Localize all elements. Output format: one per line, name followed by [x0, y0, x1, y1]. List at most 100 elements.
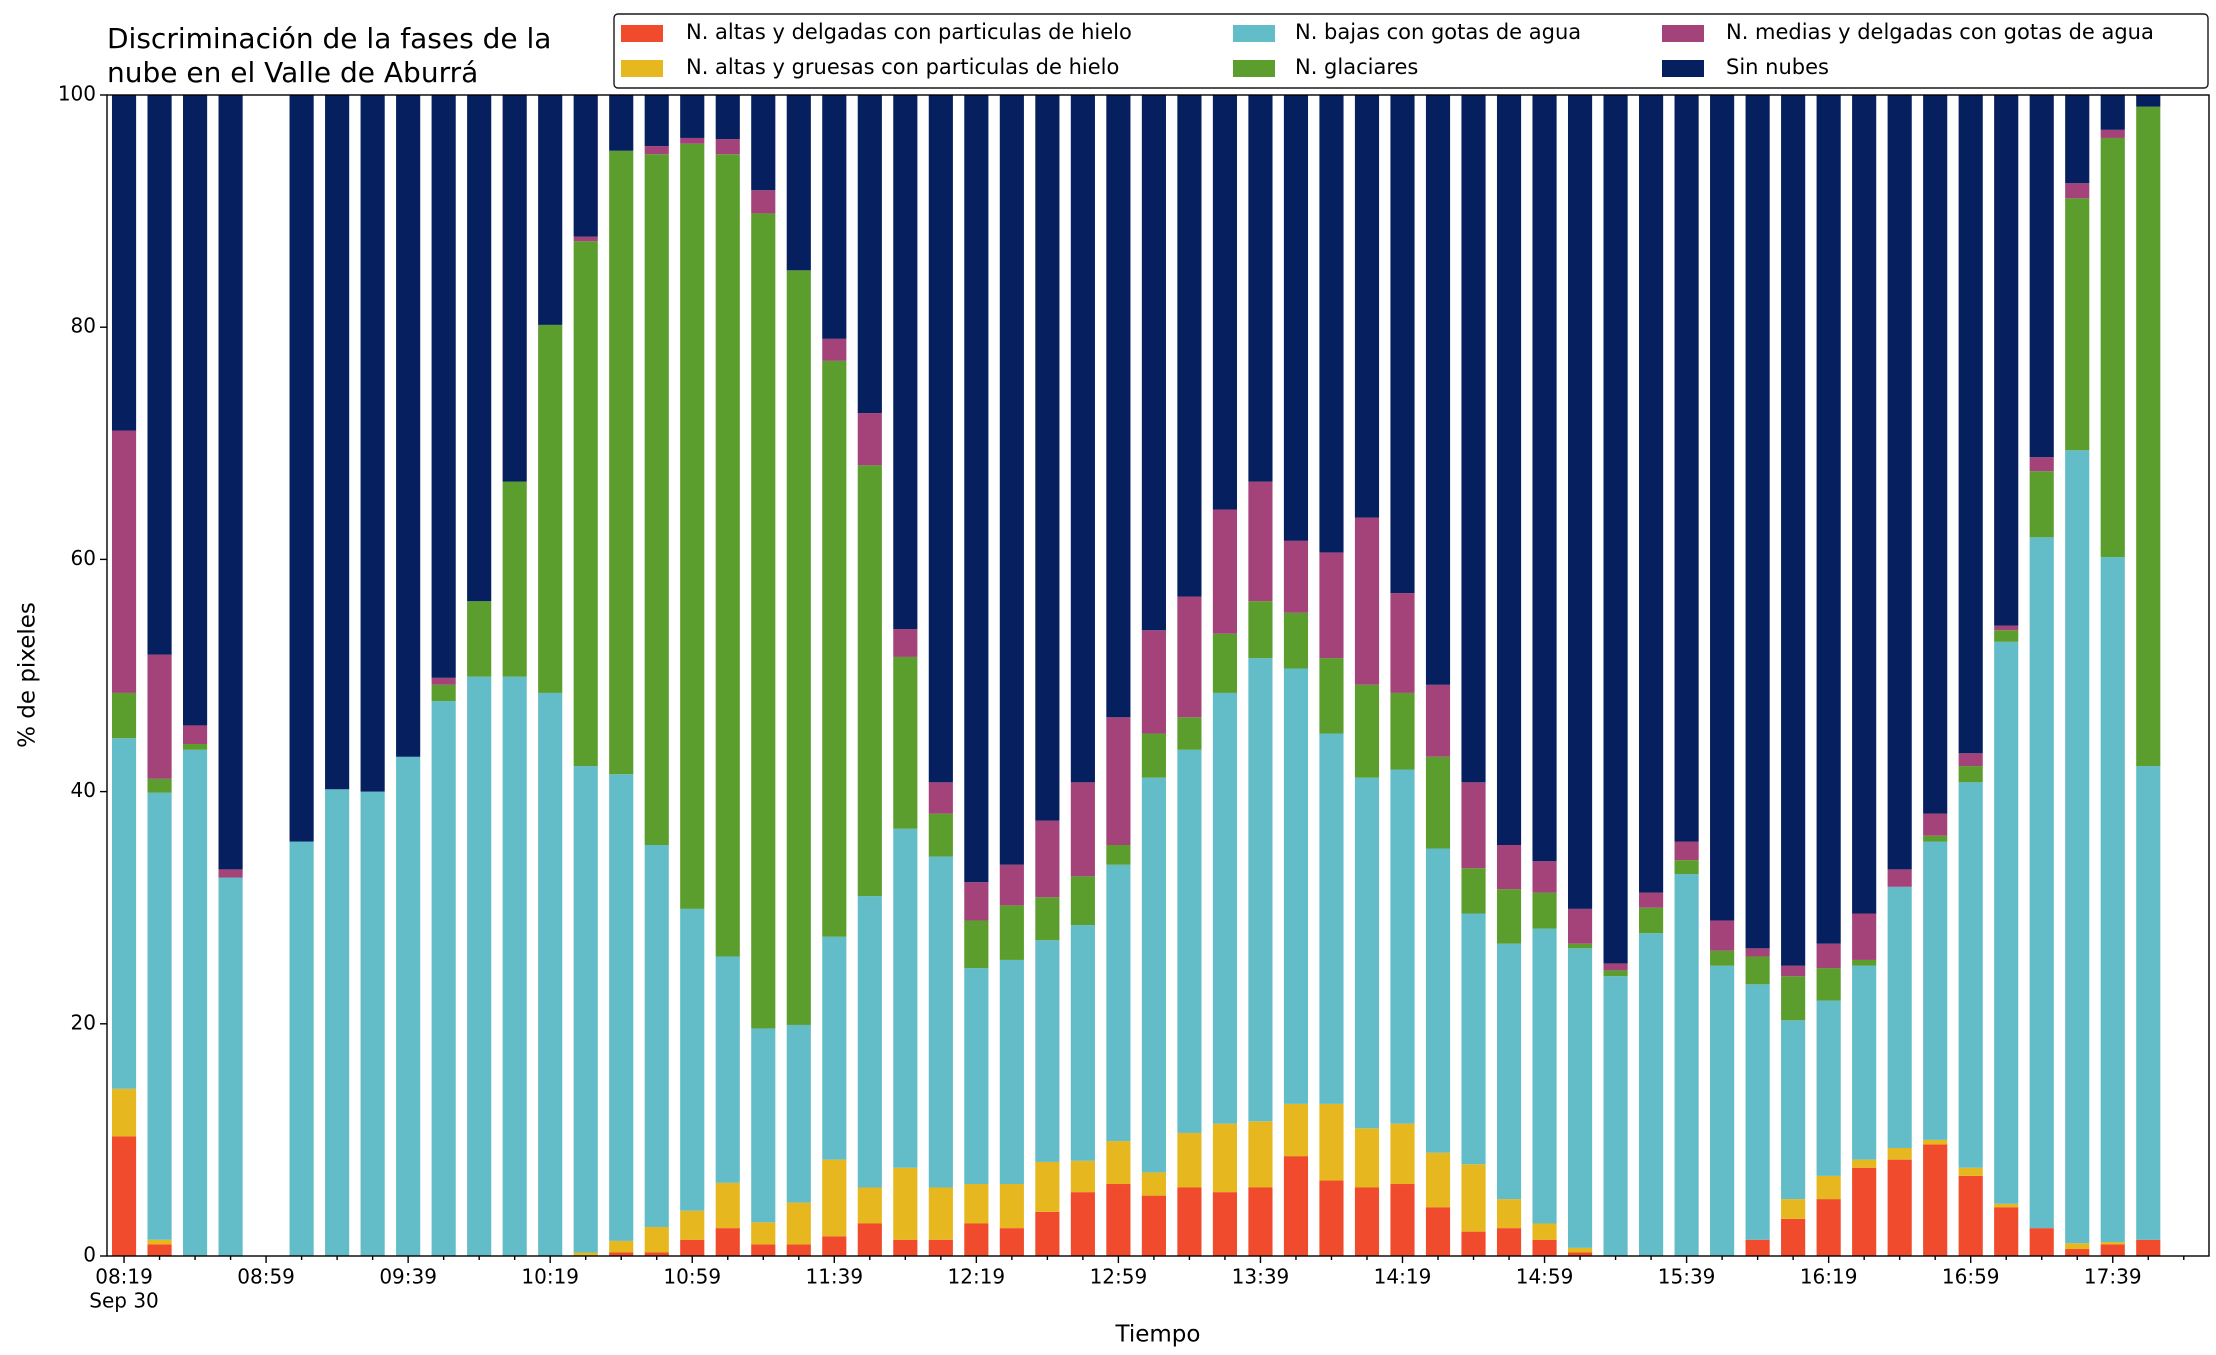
bar-segment — [1354, 517, 1380, 685]
bar-segment — [1141, 95, 1166, 631]
bar-segment — [1567, 943, 1593, 949]
bar-segment — [1319, 1103, 1344, 1181]
bar-segment — [1816, 1175, 1841, 1200]
bar-segment — [609, 774, 634, 1241]
bar-segment — [1781, 976, 1806, 1021]
bar-segment — [2029, 1228, 2054, 1256]
x-axis-label: Tiempo — [1115, 1322, 1201, 1348]
bar-segment — [1532, 928, 1557, 1224]
bar-segment — [1461, 913, 1486, 1165]
bar-segment — [1319, 552, 1344, 659]
bar-segment — [2136, 1239, 2161, 1256]
bar-segment — [2029, 537, 2054, 1229]
bar-segment — [1923, 841, 1948, 1140]
bar-segment — [680, 137, 705, 144]
bar-segment — [964, 920, 989, 969]
bar-segment — [1639, 907, 1664, 934]
bar-segment — [502, 95, 527, 482]
bar-segment — [2100, 129, 2125, 138]
bar-segment — [1674, 841, 1699, 861]
bar-segment — [1710, 965, 1735, 1256]
bar-segment — [893, 95, 918, 630]
bar-segment — [1106, 95, 1131, 718]
bar-segment — [1425, 1207, 1451, 1256]
bar-segment — [893, 828, 918, 1168]
legend-label: N. altas y delgadas con particulas de hi… — [686, 20, 1132, 44]
bar-segment — [999, 1228, 1024, 1256]
x-tick-label: 09:39 — [379, 1265, 437, 1289]
bar-segment — [1106, 845, 1131, 865]
bar-segment — [1461, 95, 1486, 783]
bar-segment — [1816, 943, 1841, 969]
bar-segment — [182, 95, 208, 726]
bar-segment — [1212, 95, 1238, 510]
bar-segment — [786, 1202, 811, 1245]
bar-segment — [1354, 777, 1380, 1129]
bar-segment — [1567, 95, 1593, 909]
bar-segment — [147, 95, 172, 655]
legend-swatch — [1233, 60, 1275, 77]
bar-segment — [1319, 733, 1344, 1104]
bar-segment — [431, 95, 456, 678]
bar-segment — [1283, 1103, 1309, 1157]
bar-segment — [147, 1239, 172, 1245]
bar-segment — [1283, 612, 1309, 669]
bar-segment — [1496, 943, 1522, 1200]
bar-segment — [928, 1239, 953, 1256]
bar-segment — [1070, 925, 1095, 1161]
x-tick-label: 13:39 — [1232, 1265, 1290, 1289]
bar-segment — [715, 1228, 740, 1256]
bar-segment — [2065, 183, 2090, 199]
bar-segment — [2065, 198, 2090, 451]
bar-segment — [2029, 457, 2054, 472]
bar-segment — [715, 139, 740, 155]
legend-box — [613, 13, 2209, 89]
bar-segment — [1958, 766, 1983, 783]
bar-segment — [1248, 481, 1273, 602]
bar-segment — [1887, 1148, 1912, 1160]
bar-segment — [1141, 630, 1166, 734]
x-tick-label: 11:39 — [805, 1265, 863, 1289]
plot-frame — [106, 94, 2210, 1257]
bar-segment — [1852, 965, 1877, 1160]
bar-segment — [1390, 95, 1415, 594]
bar-segment — [1070, 1192, 1095, 1256]
bar-segment — [1603, 963, 1628, 971]
bar-segment — [182, 749, 208, 1256]
bar-segment — [1354, 95, 1380, 518]
bar-segment — [964, 1223, 989, 1256]
bar-segment — [573, 1252, 598, 1256]
bar-segment — [573, 241, 598, 767]
bar-segment — [751, 1028, 776, 1223]
bar-segment — [893, 656, 918, 829]
bar-segment — [1425, 1152, 1451, 1208]
bar-segment — [396, 95, 421, 757]
bar-segment — [1887, 869, 1912, 887]
bar-segment — [2136, 766, 2161, 1240]
bar-segment — [111, 430, 137, 693]
bar-segment — [2065, 1243, 2090, 1250]
bar-segment — [1177, 95, 1202, 597]
bar-segment — [1283, 95, 1309, 541]
x-tick-label: 15:39 — [1658, 1265, 1716, 1289]
y-tick-label: 60 — [71, 546, 96, 570]
bar-segment — [2065, 450, 2090, 1244]
bar-segment — [573, 766, 598, 1253]
bar-segment — [1674, 874, 1699, 1256]
bar-segment — [2100, 1242, 2125, 1245]
bar-segment — [1496, 1199, 1522, 1229]
bar-segment — [1248, 95, 1273, 482]
bar-segment — [1532, 1239, 1557, 1256]
x-tick-label: 14:19 — [1374, 1265, 1432, 1289]
bar-segment — [822, 1159, 847, 1237]
bar-segment — [1319, 1180, 1344, 1256]
bar-segment — [822, 936, 847, 1160]
bar-segment — [1710, 950, 1735, 966]
bar-segment — [573, 236, 598, 242]
bar-segment — [822, 360, 847, 937]
bar-segment — [111, 738, 137, 1089]
bar-segment — [1319, 95, 1344, 553]
bar-segment — [1141, 777, 1166, 1173]
bar-segment — [1567, 1252, 1593, 1256]
